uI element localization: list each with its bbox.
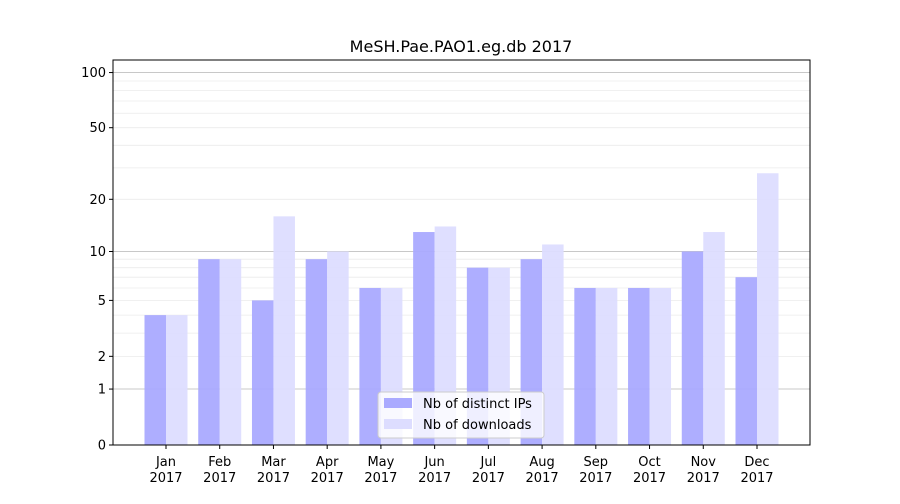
x-tick-label-month: Nov (691, 455, 717, 470)
x-tick-label-month: Mar (261, 455, 286, 470)
x-tick-label-month: Jun (423, 455, 444, 470)
x-tick-label-year: 2017 (418, 471, 451, 486)
bar-distinct-ips (251, 300, 274, 445)
x-tick-label-year: 2017 (203, 471, 236, 486)
legend-swatch (384, 419, 412, 429)
x-tick-label-month: Jan (155, 455, 176, 470)
bar-downloads (273, 216, 295, 445)
x-tick-label-year: 2017 (579, 471, 612, 486)
bar-distinct-ips (574, 287, 596, 445)
bar-distinct-ips (305, 259, 328, 445)
bar-downloads (595, 287, 618, 445)
axes: 0125102050100Jan2017Feb2017Mar2017Apr201… (81, 59, 811, 486)
x-tick-label-year: 2017 (472, 471, 505, 486)
y-tick-label: 0 (98, 439, 106, 454)
legend-swatch (384, 398, 412, 408)
bar-downloads (542, 244, 564, 445)
x-tick-label-month: May (367, 455, 394, 470)
legend: Nb of distinct IPs Nb of downloads (377, 391, 545, 439)
x-tick-label-month: Feb (208, 455, 231, 470)
bar-downloads (757, 173, 779, 445)
x-tick-label-year: 2017 (740, 471, 773, 486)
y-tick-label: 50 (89, 121, 106, 136)
bar-distinct-ips (359, 287, 381, 445)
bar-distinct-ips (198, 259, 220, 445)
x-tick-label-month: Sep (584, 455, 609, 470)
x-tick-label-month: Aug (529, 455, 554, 470)
x-tick-label-month: Jul (480, 455, 497, 470)
x-tick-label-year: 2017 (257, 471, 290, 486)
legend-label: Nb of downloads (423, 418, 532, 433)
y-tick-label: 20 (89, 193, 106, 208)
x-tick-label-year: 2017 (687, 471, 720, 486)
x-tick-label-month: Oct (638, 455, 660, 470)
bar-distinct-ips (144, 315, 166, 445)
x-tick-label-year: 2017 (364, 471, 397, 486)
bar-distinct-ips (681, 251, 704, 445)
y-tick-label: 2 (98, 350, 106, 365)
legend-label: Nb of distinct IPs (423, 397, 532, 412)
y-tick-label: 1 (98, 383, 106, 398)
bar-downloads (219, 259, 242, 445)
legend-box (377, 391, 545, 439)
x-tick-label-month: Dec (744, 455, 769, 470)
x-tick-label-year: 2017 (311, 471, 344, 486)
bar-downloads (166, 315, 188, 445)
x-tick-label-year: 2017 (149, 471, 182, 486)
bar-downloads (703, 232, 725, 445)
y-tick-label: 5 (98, 294, 106, 309)
y-tick-label: 100 (81, 66, 106, 81)
x-tick-label-month: Apr (316, 455, 339, 470)
y-tick-label: 10 (89, 245, 106, 260)
bar-downloads (327, 251, 349, 445)
bar-distinct-ips (735, 277, 757, 445)
bar-downloads (649, 287, 672, 445)
chart-title: MeSH.Pae.PAO1.eg.db 2017 (350, 37, 573, 56)
x-tick-label-year: 2017 (633, 471, 666, 486)
bar-distinct-ips (628, 287, 650, 445)
x-tick-label-year: 2017 (526, 471, 559, 486)
bar-downloads (434, 226, 457, 445)
plot-frame (112, 59, 811, 446)
